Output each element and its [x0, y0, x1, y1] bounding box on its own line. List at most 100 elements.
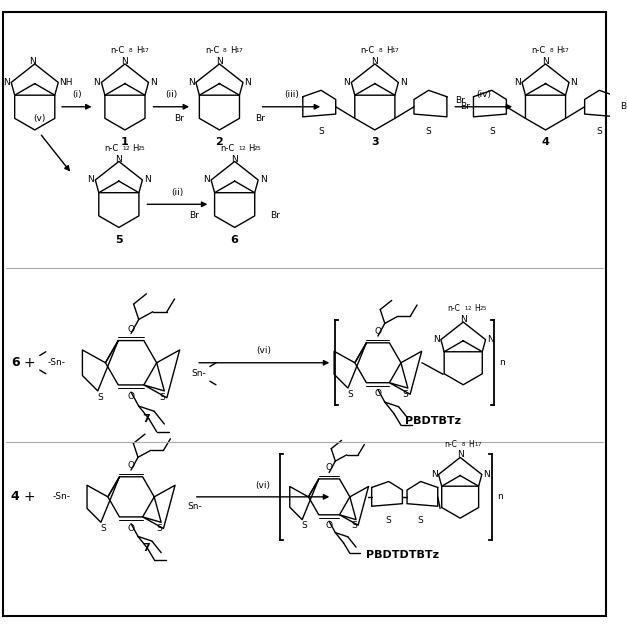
Text: $_{25}$: $_{25}$: [479, 304, 487, 313]
Text: +: +: [23, 355, 35, 370]
Text: n-C: n-C: [205, 46, 219, 55]
Text: 6: 6: [231, 235, 239, 245]
Text: N: N: [122, 57, 129, 66]
Text: S: S: [426, 127, 431, 136]
Text: N: N: [487, 335, 494, 344]
Text: 4: 4: [542, 137, 549, 147]
Text: N: N: [187, 78, 194, 87]
Text: Br: Br: [189, 212, 199, 220]
Text: $_{8}$: $_{8}$: [128, 46, 134, 55]
Text: (ii): (ii): [171, 188, 184, 197]
Text: N: N: [260, 175, 266, 185]
Text: H: H: [469, 440, 475, 448]
Text: 7: 7: [142, 414, 150, 424]
Text: (iii): (iii): [284, 90, 299, 99]
Text: N: N: [245, 78, 251, 87]
Text: n-C: n-C: [361, 46, 375, 55]
Text: O: O: [374, 389, 381, 398]
Text: S: S: [418, 516, 424, 524]
Text: O: O: [127, 524, 135, 533]
Text: H: H: [132, 144, 139, 153]
Text: N: N: [144, 175, 150, 185]
Text: S: S: [386, 516, 392, 524]
Text: N: N: [4, 78, 10, 87]
Text: 3: 3: [371, 137, 379, 147]
Text: N: N: [93, 78, 100, 87]
Text: $_{8}$: $_{8}$: [549, 46, 554, 55]
Text: N: N: [460, 315, 466, 324]
Text: Br: Br: [270, 212, 280, 220]
Text: $_{17}$: $_{17}$: [561, 46, 571, 55]
Text: S: S: [97, 392, 103, 402]
Text: N: N: [87, 175, 94, 185]
Text: n-C: n-C: [105, 144, 119, 153]
Text: n-C: n-C: [445, 440, 457, 448]
Text: N: N: [203, 175, 209, 185]
Text: 1: 1: [121, 137, 129, 147]
Text: $_{8}$: $_{8}$: [223, 46, 228, 55]
Text: $_{12}$: $_{12}$: [238, 144, 246, 153]
Text: H: H: [557, 46, 563, 55]
Text: H: H: [386, 46, 393, 55]
Text: O: O: [325, 463, 333, 472]
Text: PBDTBTz: PBDTBTz: [405, 416, 461, 426]
Text: H: H: [474, 304, 480, 313]
Text: N: N: [433, 335, 440, 344]
Text: n-C: n-C: [447, 304, 460, 313]
Text: Sn-: Sn-: [191, 369, 206, 378]
Text: $_{12}$: $_{12}$: [122, 144, 131, 153]
Text: Br: Br: [255, 114, 265, 123]
Text: Br: Br: [174, 114, 184, 123]
Text: S: S: [351, 521, 357, 531]
Text: $_{17}$: $_{17}$: [473, 440, 482, 448]
Text: N: N: [457, 450, 463, 460]
Text: $_{17}$: $_{17}$: [235, 46, 245, 55]
Text: 6: 6: [11, 356, 19, 369]
Text: n-C: n-C: [221, 144, 234, 153]
Text: O: O: [374, 327, 381, 336]
Text: $_{8}$: $_{8}$: [378, 46, 383, 55]
Text: Br: Br: [621, 102, 627, 111]
Text: Br: Br: [461, 102, 470, 111]
Text: N: N: [400, 78, 407, 87]
Text: N: N: [231, 154, 238, 163]
Text: (iv): (iv): [476, 90, 491, 99]
Text: $_{25}$: $_{25}$: [137, 144, 146, 153]
Text: H: H: [230, 46, 237, 55]
Text: Sn-: Sn-: [187, 502, 203, 511]
Text: $_{17}$: $_{17}$: [141, 46, 150, 55]
Text: S: S: [403, 390, 408, 399]
Text: S: S: [156, 524, 162, 533]
Text: S: S: [159, 392, 165, 402]
Text: $_{8}$: $_{8}$: [461, 440, 466, 448]
Text: $_{17}$: $_{17}$: [391, 46, 400, 55]
Text: O: O: [127, 325, 135, 333]
Text: N: N: [371, 57, 378, 66]
Text: (vi): (vi): [256, 347, 271, 355]
Text: (i): (i): [72, 90, 82, 99]
Text: S: S: [319, 127, 324, 136]
Text: H: H: [248, 144, 255, 153]
Text: O: O: [325, 521, 333, 530]
Text: $_{12}$: $_{12}$: [465, 304, 473, 313]
Text: +: +: [23, 490, 35, 504]
Text: -Sn-: -Sn-: [48, 358, 66, 367]
Text: N: N: [115, 154, 122, 163]
Text: N: N: [483, 470, 490, 479]
Text: NH: NH: [60, 78, 73, 87]
Text: (vi): (vi): [255, 480, 270, 490]
Text: n: n: [497, 492, 502, 501]
Text: S: S: [302, 521, 307, 531]
Text: N: N: [542, 57, 549, 66]
Text: N: N: [29, 57, 36, 66]
Text: (v): (v): [33, 114, 46, 124]
Text: 7: 7: [142, 543, 150, 553]
Text: N: N: [431, 470, 438, 479]
Text: n-C: n-C: [531, 46, 545, 55]
Text: PBDTDTBTz: PBDTDTBTz: [366, 550, 439, 560]
Text: -Sn-: -Sn-: [53, 492, 70, 501]
Text: O: O: [127, 461, 135, 470]
Text: S: S: [596, 127, 602, 136]
Text: S: S: [347, 390, 353, 399]
Text: n-C: n-C: [111, 46, 125, 55]
